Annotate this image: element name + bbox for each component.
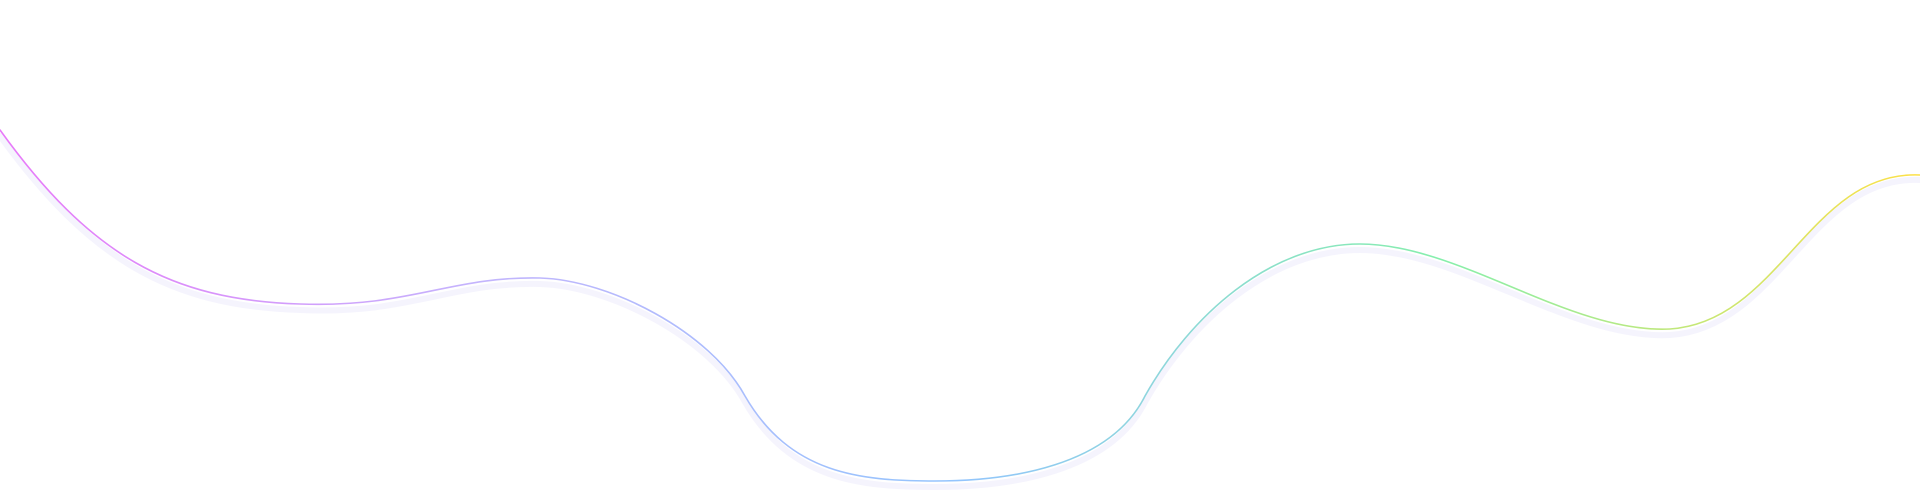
wave-line [0, 129, 1920, 482]
wave-shadow-line [0, 133, 1920, 491]
